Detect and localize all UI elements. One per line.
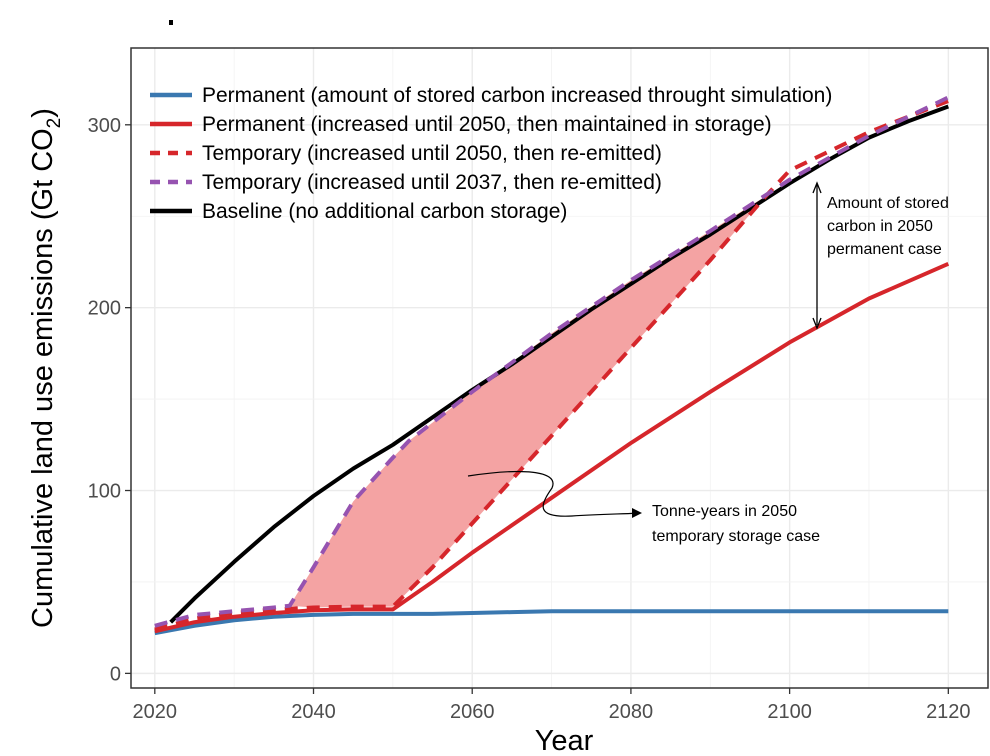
stored-carbon-label-line-2: carbon in 2050: [827, 218, 933, 235]
tonne-years-label-line-2: temporary storage case: [652, 528, 820, 545]
permanent-red-line: [154, 261, 950, 634]
y-tick-label: 100: [88, 481, 121, 503]
stored-carbon-arrowhead-top: [812, 181, 822, 194]
y-tick-label: 200: [88, 298, 121, 320]
x-tick-label: 2120: [926, 701, 971, 723]
permanent-blue-line: [154, 609, 949, 636]
stored-carbon-label-line-1: Amount of stored: [827, 195, 949, 212]
baseline-black-line: [169, 104, 949, 624]
tonne-years-label-line-1: Tonne-years in 2050: [652, 503, 797, 520]
tonne-years-arrowhead: [632, 508, 642, 518]
tonne-years-shaded-area: [289, 196, 766, 608]
y-tick-label: 300: [88, 115, 121, 137]
temporary-2037-purple-dashed-line: [154, 95, 950, 628]
legend-baseline-label: Baseline (no additional carbon storage): [202, 200, 567, 223]
x-axis: 2020 2040 2060 2080 2100 2120: [133, 688, 971, 723]
stored-carbon-label-line-3: permanent case: [827, 241, 942, 258]
x-tick-label: 2020: [133, 701, 178, 723]
y-axis: 0 100 200 300: [88, 115, 131, 685]
x-tick-label: 2100: [767, 701, 812, 723]
series-lines: [154, 95, 950, 636]
legend: Permanent (amount of stored carbon incre…: [150, 84, 832, 223]
tonne-years-annotation: Tonne-years in 2050 temporary storage ca…: [467, 470, 820, 545]
x-axis-title: Year: [535, 725, 594, 756]
legend-permanent-blue-label: Permanent (amount of stored carbon incre…: [202, 84, 832, 107]
plot-frame: [130, 47, 989, 689]
y-tick-label: 0: [110, 663, 121, 685]
stored-carbon-annotation: Amount of stored carbon in 2050 permanen…: [812, 181, 949, 330]
x-tick-label: 2040: [291, 701, 336, 723]
x-tick-label: 2080: [609, 701, 654, 723]
stray-dot-mark: [169, 20, 173, 25]
tonne-years-curved-arrow: [467, 470, 641, 517]
x-tick-label: 2060: [450, 701, 495, 723]
y-axis-title: Cumulative land use emissions (Gt CO2): [27, 108, 65, 628]
grid: [131, 48, 988, 688]
legend-temporary-2037-label: Temporary (increased until 2037, then re…: [202, 171, 662, 194]
stored-carbon-arrowhead-bottom: [812, 317, 822, 330]
y-axis-title-group: Cumulative land use emissions (Gt CO2): [27, 108, 65, 628]
legend-temporary-2050-label: Temporary (increased until 2050, then re…: [202, 142, 662, 165]
legend-permanent-red-label: Permanent (increased until 2050, then ma…: [202, 113, 772, 136]
